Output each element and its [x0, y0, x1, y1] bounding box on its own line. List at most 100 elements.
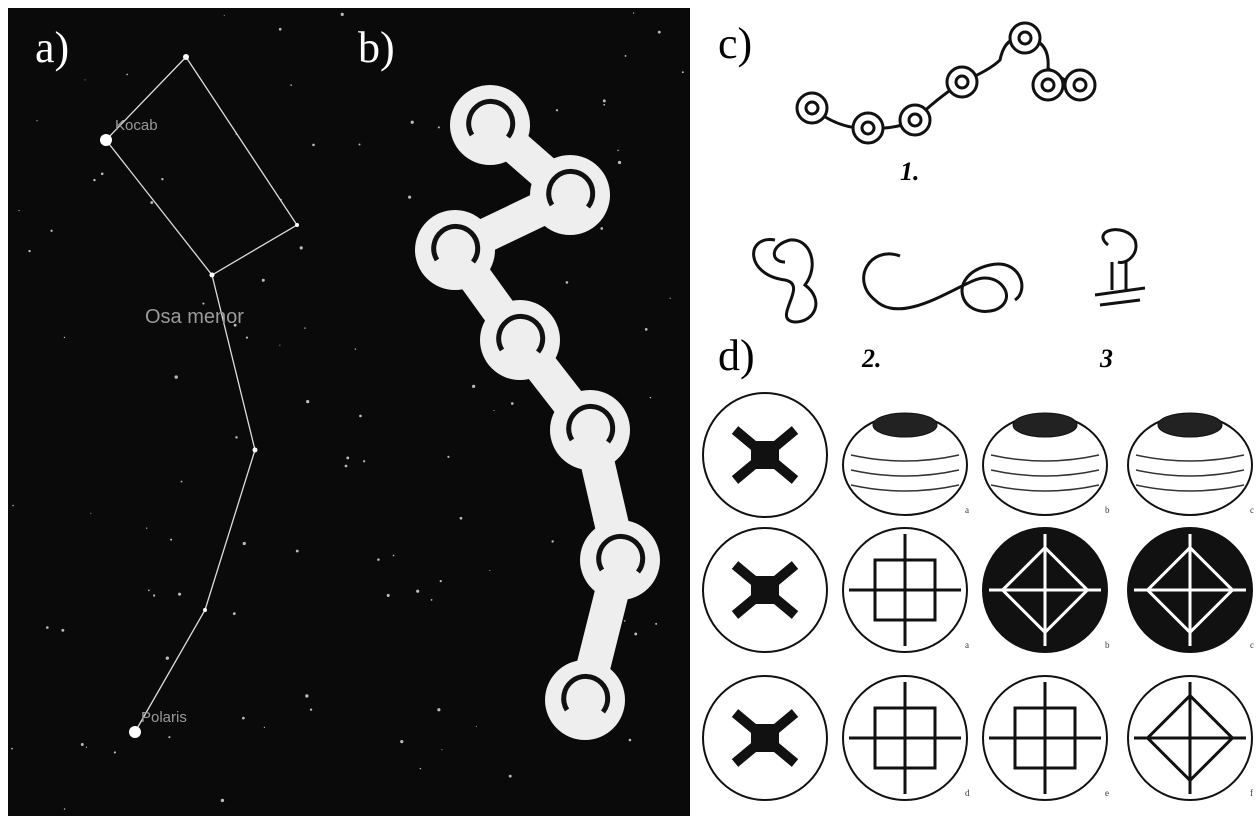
star	[50, 229, 53, 232]
star	[220, 798, 225, 803]
rings	[415, 85, 660, 740]
star	[408, 195, 412, 199]
star	[85, 746, 88, 748]
star	[84, 79, 86, 81]
center-block	[751, 441, 779, 469]
star	[113, 751, 117, 754]
plate-lines	[1134, 534, 1246, 646]
plate-lines	[849, 534, 961, 646]
pot-pattern	[990, 454, 1100, 462]
ring-mark	[546, 168, 596, 209]
star	[209, 272, 215, 278]
star	[475, 725, 477, 727]
star	[649, 396, 652, 399]
star	[100, 134, 112, 146]
figure-number: 3	[1099, 344, 1113, 373]
star	[312, 143, 315, 147]
star	[11, 747, 13, 750]
star	[508, 774, 512, 778]
star	[617, 149, 619, 152]
star	[628, 738, 632, 742]
stylized-constellation	[415, 85, 660, 740]
star	[36, 120, 38, 122]
item-letter: b	[1105, 640, 1110, 650]
star	[377, 558, 380, 561]
star	[261, 278, 265, 282]
star-name: Polaris	[141, 709, 187, 726]
ring-inner	[1072, 77, 1088, 93]
constellation-name: Osa menor	[145, 306, 244, 328]
plate-pattern	[1145, 545, 1235, 635]
panel-label: a)	[35, 23, 69, 72]
star	[655, 622, 658, 625]
pot-pattern	[850, 454, 960, 462]
star	[152, 594, 156, 597]
pot-pattern	[1135, 454, 1245, 462]
ring	[415, 210, 495, 290]
star	[223, 14, 225, 16]
ring	[530, 155, 610, 235]
star	[278, 27, 282, 31]
star	[177, 592, 182, 596]
star	[555, 109, 559, 112]
ring	[450, 85, 530, 165]
figure-1	[795, 21, 1097, 145]
star	[171, 716, 174, 719]
star	[392, 554, 395, 557]
star	[299, 246, 303, 250]
ring	[550, 390, 630, 470]
star	[161, 177, 164, 181]
star	[63, 808, 66, 810]
star	[168, 736, 171, 739]
ring-inner	[1017, 30, 1033, 46]
stars	[11, 12, 684, 810]
star	[12, 504, 14, 507]
pot-pattern	[1135, 484, 1245, 492]
star	[28, 249, 31, 253]
pot-rim	[872, 412, 938, 438]
star	[493, 410, 495, 412]
star	[90, 512, 92, 514]
item-letter: f	[1250, 788, 1253, 798]
star	[624, 54, 627, 57]
panel-label: d)	[718, 331, 755, 380]
pot-pattern	[850, 469, 960, 477]
star	[63, 336, 66, 339]
ring-mark	[466, 98, 516, 139]
star	[295, 549, 299, 553]
star	[354, 348, 357, 350]
glyph	[1094, 228, 1146, 307]
star	[233, 323, 237, 327]
star	[235, 436, 238, 439]
star	[551, 540, 554, 543]
star	[669, 297, 671, 299]
star	[386, 593, 390, 597]
star	[634, 632, 638, 636]
star	[45, 626, 49, 629]
star	[565, 281, 569, 284]
center-block	[751, 576, 779, 604]
star	[459, 516, 463, 520]
star	[306, 399, 310, 404]
star	[358, 143, 361, 146]
star	[150, 201, 154, 204]
pot-pattern	[990, 469, 1100, 477]
star	[644, 328, 648, 331]
star	[174, 375, 178, 379]
star	[279, 344, 281, 346]
ring-inner	[1040, 77, 1056, 93]
star	[126, 73, 128, 76]
ring	[480, 300, 560, 380]
figure-2	[752, 228, 1146, 324]
star	[600, 227, 604, 230]
item-letter: a	[965, 505, 969, 515]
plate-lines	[1134, 682, 1246, 794]
star	[290, 84, 292, 86]
star	[61, 628, 65, 632]
pot-rim	[1157, 412, 1223, 438]
item-letter: c	[1250, 505, 1254, 515]
figure-number: 1.	[900, 157, 920, 186]
star	[416, 589, 420, 593]
star	[242, 716, 245, 720]
ring-inner	[804, 100, 820, 116]
